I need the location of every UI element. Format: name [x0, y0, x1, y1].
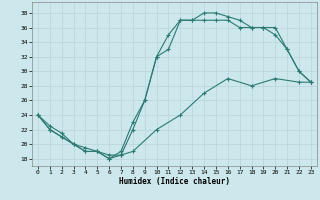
X-axis label: Humidex (Indice chaleur): Humidex (Indice chaleur) — [119, 177, 230, 186]
